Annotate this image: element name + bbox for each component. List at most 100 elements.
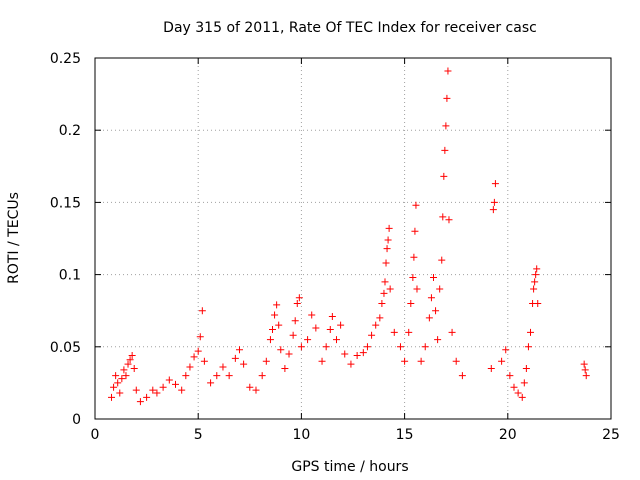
data-point [293, 299, 301, 307]
data-point [421, 343, 429, 351]
data-point [582, 372, 590, 380]
data-point [190, 353, 198, 361]
data-point [332, 336, 340, 344]
x-tick-label: 5 [194, 427, 203, 443]
data-point [383, 245, 391, 253]
data-point [458, 372, 466, 380]
data-point [368, 331, 376, 339]
y-tick-label: 0.2 [59, 123, 81, 139]
data-point [153, 389, 161, 397]
data-points [108, 67, 590, 406]
data-point [275, 321, 283, 329]
data-point [380, 289, 388, 297]
y-axis-label: ROTI / TECUs [6, 192, 22, 284]
data-point [530, 285, 538, 293]
data-point [376, 314, 384, 322]
data-point [291, 317, 299, 325]
data-point [378, 299, 386, 307]
x-tick-label: 10 [292, 427, 310, 443]
data-point [439, 213, 447, 221]
data-point [353, 351, 361, 359]
chart-title: Day 315 of 2011, Rate Of TEC Index for r… [163, 20, 537, 36]
data-point [372, 321, 380, 329]
data-point [186, 363, 194, 371]
data-point [318, 357, 326, 365]
data-point [407, 299, 415, 307]
data-point [207, 379, 215, 387]
data-point [132, 386, 140, 394]
data-point [527, 328, 535, 336]
x-axis-label: GPS time / hours [291, 459, 408, 475]
y-tick-label: 0.05 [50, 340, 81, 356]
data-point [445, 216, 453, 224]
data-point [438, 256, 446, 264]
data-point [436, 285, 444, 293]
data-point [441, 146, 449, 154]
data-point [409, 273, 417, 281]
y-tick-label: 0 [72, 412, 81, 428]
x-tick-label: 25 [602, 427, 620, 443]
data-point [390, 328, 398, 336]
data-point [124, 360, 132, 368]
data-point [258, 372, 266, 380]
data-point [580, 360, 588, 368]
data-point [427, 294, 435, 302]
data-point [452, 357, 460, 365]
data-point [295, 294, 303, 302]
data-point [297, 343, 305, 351]
data-point [405, 328, 413, 336]
data-point [524, 343, 532, 351]
data-point [235, 346, 243, 354]
grid [95, 58, 611, 419]
data-point [440, 172, 448, 180]
data-point [120, 366, 128, 374]
data-point [532, 271, 540, 279]
data-point [510, 383, 518, 391]
data-point [425, 314, 433, 322]
data-point [429, 273, 437, 281]
data-point [381, 278, 389, 286]
data-point [448, 328, 456, 336]
data-point [159, 383, 167, 391]
data-point [269, 325, 277, 333]
data-point [312, 324, 320, 332]
data-point [308, 311, 316, 319]
data-point [337, 321, 345, 329]
data-point [118, 375, 126, 383]
data-point [219, 363, 227, 371]
plot-frame [94, 57, 612, 420]
x-tick-label: 0 [91, 427, 100, 443]
data-point [240, 360, 248, 368]
data-point [114, 379, 122, 387]
data-point [514, 389, 522, 397]
y-tick-label: 0.15 [50, 195, 81, 211]
data-point [410, 253, 418, 261]
data-point [277, 346, 285, 354]
data-point [534, 299, 542, 307]
y-tick-label: 0.1 [59, 268, 81, 284]
data-point [225, 372, 233, 380]
data-point [198, 307, 206, 315]
data-point [289, 331, 297, 339]
data-point [411, 227, 419, 235]
data-point [359, 349, 367, 357]
data-point [304, 336, 312, 344]
data-point [130, 364, 138, 372]
data-point [326, 325, 334, 333]
data-point [149, 386, 157, 394]
data-point [116, 389, 124, 397]
data-point [122, 372, 130, 380]
data-point [266, 336, 274, 344]
y-tick-label: 0.25 [50, 51, 81, 67]
data-point [506, 372, 514, 380]
data-point [328, 312, 336, 320]
data-point [490, 198, 498, 206]
data-point [196, 333, 204, 341]
data-point [143, 393, 151, 401]
data-point [112, 372, 120, 380]
data-point [489, 206, 497, 214]
data-point [322, 343, 330, 351]
data-point [442, 122, 450, 130]
